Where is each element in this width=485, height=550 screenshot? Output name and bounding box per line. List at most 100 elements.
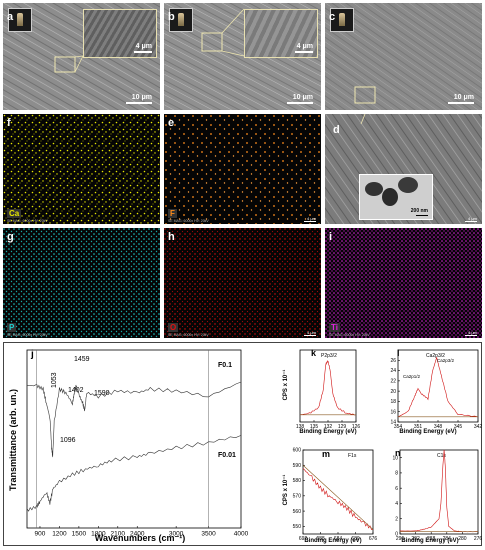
zoom-connector bbox=[360, 114, 366, 125]
xps-m-title: F1s bbox=[348, 453, 357, 459]
scale-bar: 10 μm bbox=[126, 94, 152, 104]
scale-label: 4 μm bbox=[307, 330, 316, 335]
j-xtick-label: 4000 bbox=[234, 531, 249, 538]
m-series-line bbox=[302, 468, 374, 531]
zoom-inset: 4 μm bbox=[83, 9, 157, 58]
acquisition-info: SE MAG: 6000x HV: 20kV bbox=[7, 333, 48, 337]
m-ytick-label: 600 bbox=[293, 448, 302, 454]
l-ytick-label: 20 bbox=[390, 389, 396, 395]
eds-map-h-o: h O SE MAG: 6000x HV: 20kV 4 μm bbox=[164, 228, 321, 338]
k-xtick-label: 126 bbox=[352, 424, 361, 430]
l-ytick-label: 16 bbox=[390, 409, 396, 415]
k-plot: 138 135 132 129 126 bbox=[296, 349, 361, 430]
panel-label-n: n bbox=[395, 448, 401, 458]
panel-label-k: k bbox=[311, 348, 317, 358]
j-plot: 900 1200 1500 1800 2100 2400 3000 3500 4000 bbox=[26, 349, 249, 538]
scale-label: 4 μm bbox=[468, 216, 477, 221]
inset-scale-bar: 200 nm bbox=[411, 208, 428, 216]
l-ytick-label: 26 bbox=[390, 358, 396, 364]
j-xtick-label: 2400 bbox=[130, 531, 145, 538]
l-xtick-label: 351 bbox=[414, 424, 423, 430]
xps-m-ylabel: CPS x 10⁻¹ bbox=[282, 475, 289, 506]
m-xtick-label: 680 bbox=[351, 536, 360, 542]
zoom-inset: 4 μm bbox=[244, 9, 318, 58]
element-label: P bbox=[7, 323, 17, 332]
acquisition-info: SE MAG: 6000x HV: 20kV bbox=[168, 333, 209, 337]
n-xtick-label: 276 bbox=[474, 536, 483, 542]
ftir-peak-1459: 1459 bbox=[74, 356, 90, 363]
inset-scale-bar: 4 μm bbox=[295, 43, 313, 53]
n-ytick-label: 0 bbox=[395, 532, 398, 538]
inset-scale-label: 200 nm bbox=[410, 208, 428, 214]
j-xtick-label: 1200 bbox=[52, 531, 67, 538]
m-xtick-label: 684 bbox=[334, 536, 343, 542]
l-ytick-label: 14 bbox=[390, 420, 396, 426]
scale-label: 10 μm bbox=[131, 94, 152, 101]
j-xtick-label: 2100 bbox=[111, 531, 126, 538]
eds-dots-ti bbox=[325, 228, 482, 338]
zoom-connector bbox=[74, 55, 84, 73]
panel-label: d bbox=[333, 124, 340, 136]
j-series-line bbox=[26, 435, 242, 512]
xps-k-title: P2p3/2 bbox=[321, 353, 337, 359]
ftir-chart: j Transmittance (arb. un.) Wavenumbers (… bbox=[8, 349, 236, 543]
eds-dots-f bbox=[164, 114, 321, 224]
sample-photo-thumbnail bbox=[8, 8, 32, 32]
m-plot: 692 688 684 680 676 550 560 570 580 590 600 bbox=[293, 448, 378, 542]
panel-label: g bbox=[7, 231, 14, 243]
j-xtick-label: 1500 bbox=[72, 531, 87, 538]
spectra-frame bbox=[3, 342, 482, 546]
ftir-series-label-f01: F0.1 bbox=[218, 362, 232, 369]
acquisition-info: SE MAG: 6000x HV: 20kV bbox=[168, 219, 209, 223]
xps-n-chart: n C1s Binding Energy (eV) bbox=[395, 448, 459, 544]
sem-panel-b: b 4 μm 10 μm bbox=[164, 3, 321, 110]
scale-bar: 4 μm bbox=[304, 216, 316, 222]
m-xtick-label: 692 bbox=[299, 536, 308, 542]
xps-l-title: Ca2p3/2 bbox=[426, 353, 445, 359]
n-plot: 296 292 288 284 280 276 0 2 4 6 8 10 bbox=[392, 449, 483, 542]
scale-bar: 10 μm bbox=[448, 94, 474, 104]
m-ytick-label: 550 bbox=[293, 524, 302, 530]
k-xtick-label: 132 bbox=[324, 424, 333, 430]
n-xtick-label: 296 bbox=[396, 536, 405, 542]
m-xtick-label: 676 bbox=[369, 536, 378, 542]
panel-label: a bbox=[7, 11, 14, 23]
m-ytick-label: 590 bbox=[293, 463, 302, 469]
panel-label-j: j bbox=[30, 349, 34, 360]
element-label: Ca bbox=[7, 209, 22, 218]
j-series-line bbox=[26, 381, 242, 458]
sem-panel-c: c 10 μm bbox=[325, 3, 482, 110]
inset-scale-bar: 4 μm bbox=[134, 43, 152, 53]
n-ytick-label: 10 bbox=[392, 455, 398, 461]
panel-label: f bbox=[7, 117, 11, 129]
xps-l-xlabel: Binding Energy (eV) bbox=[399, 429, 456, 435]
tem-inset: 200 nm bbox=[359, 174, 433, 220]
sem-panel-d: d 200 nm 4 μm bbox=[325, 114, 482, 224]
j-xtick-label: 3000 bbox=[169, 531, 184, 538]
j-xtick-label: 1800 bbox=[91, 531, 106, 538]
l-ytick-label: 24 bbox=[390, 368, 396, 374]
k-xtick-label: 138 bbox=[296, 424, 305, 430]
l-xtick-label: 348 bbox=[434, 424, 443, 430]
k-xtick-label: 135 bbox=[310, 424, 319, 430]
eds-dots-p bbox=[3, 228, 160, 338]
scale-label: 4 μm bbox=[307, 216, 316, 221]
xps-k-ylabel: CPS x 10⁻¹ bbox=[282, 370, 289, 401]
j-xtick-label: 3500 bbox=[201, 531, 216, 538]
ftir-peak-1053: 1053 bbox=[51, 372, 58, 388]
m-ytick-label: 580 bbox=[293, 478, 302, 484]
tem-particles bbox=[365, 177, 418, 206]
acquisition-info: SE MAG: 6000x HV: 20kV bbox=[7, 219, 48, 223]
scale-bar: 10 μm bbox=[287, 94, 313, 104]
scale-label: 4 μm bbox=[468, 330, 477, 335]
panel-label: h bbox=[168, 231, 175, 243]
l-xtick-label: 342 bbox=[474, 424, 483, 430]
xps-k-xlabel: Binding Energy (eV) bbox=[299, 429, 356, 435]
m-ytick-label: 570 bbox=[293, 493, 302, 499]
element-label: F bbox=[168, 209, 177, 218]
scale-bar: 4 μm bbox=[465, 330, 477, 336]
acquisition-info: SE MAG: 6000x HV: 20kV bbox=[329, 333, 370, 337]
n-ytick-label: 8 bbox=[395, 471, 398, 477]
xps-n-xlabel: Binding Energy (eV) bbox=[401, 538, 458, 544]
